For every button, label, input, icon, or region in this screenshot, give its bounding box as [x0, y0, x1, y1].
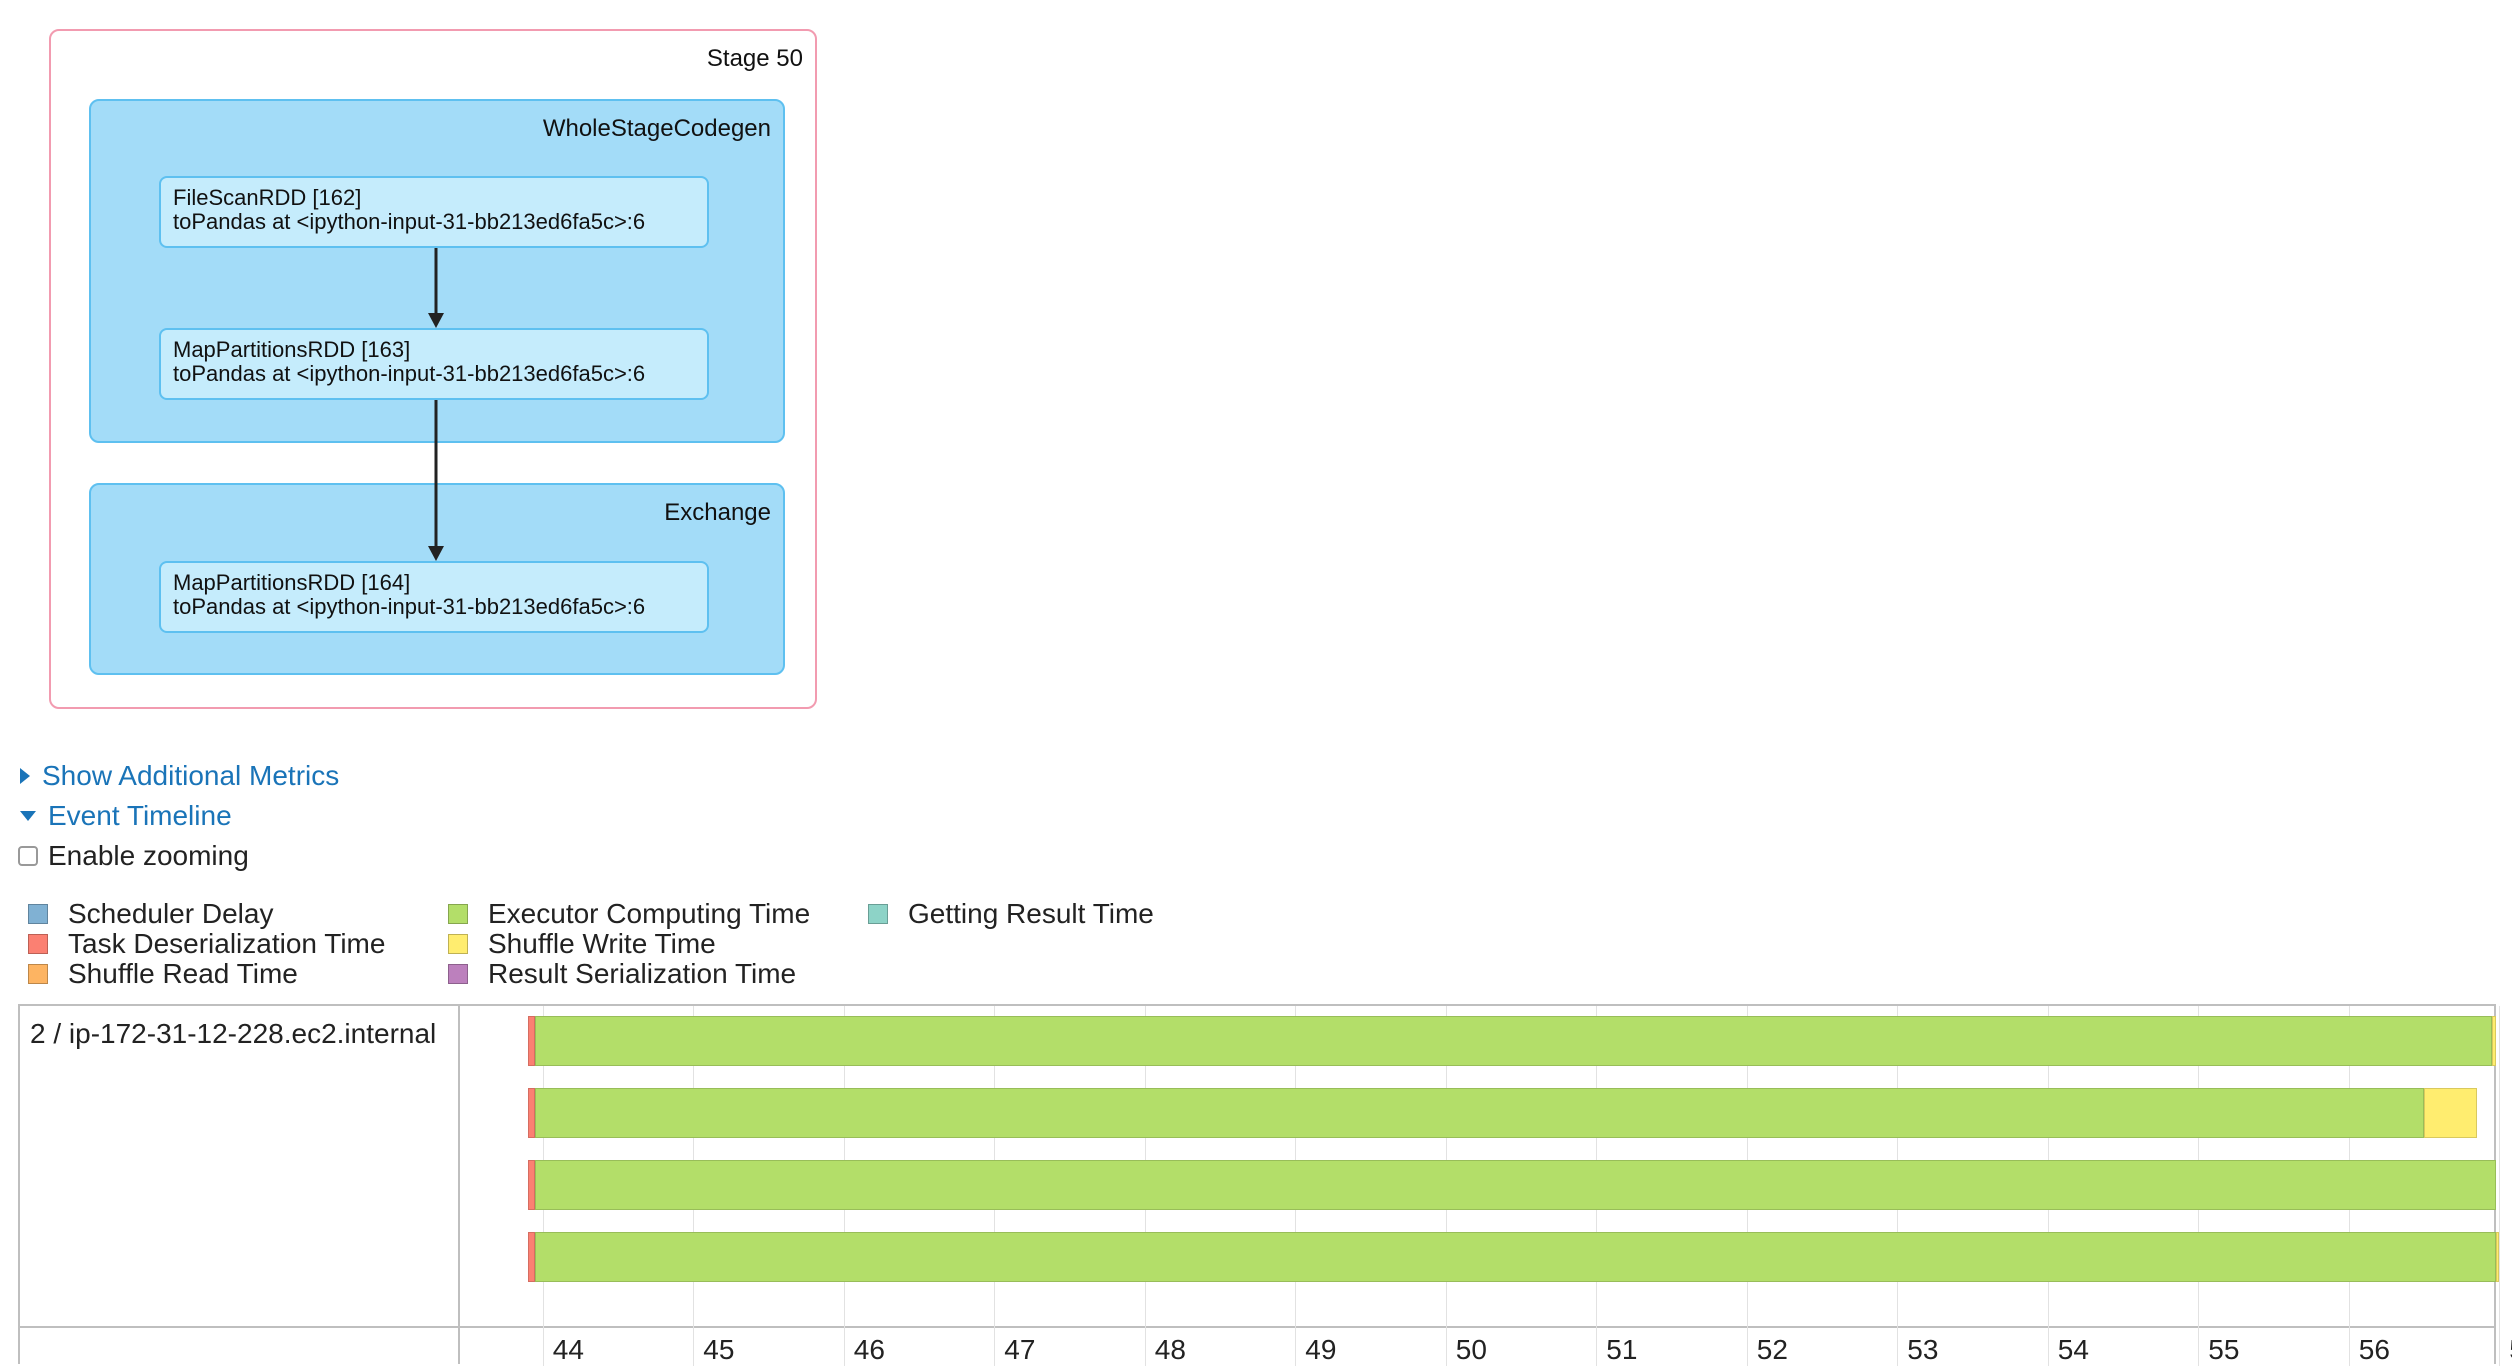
cluster-label: WholeStageCodegen [542, 115, 771, 142]
timeline-tick-label: 55 [2208, 1334, 2240, 1365]
timeline-tick-label: 57 [2509, 1334, 2512, 1366]
task-bar[interactable] [527, 1016, 2496, 1066]
show-additional-metrics-label: Show Additional Metrics [42, 760, 340, 791]
legend-swatch [448, 934, 468, 954]
legend-swatch [28, 904, 48, 924]
stage-label: Stage 50 [706, 45, 803, 72]
legend-swatch [448, 904, 468, 924]
timeline-tick-label: 54 [2057, 1334, 2089, 1365]
event-timeline[interactable]: 2 / ip-172-31-12-228.ec2.internal 44 45 46… [18, 1004, 2512, 1366]
legend-swatch [28, 934, 48, 954]
legend-label: Executor Computing Time [488, 898, 811, 929]
rdd-node-title: MapPartitionsRDD [164] [173, 570, 411, 595]
timeline-tick-label: 44 [552, 1334, 584, 1365]
enable-zooming-row: Enable zooming [18, 840, 249, 872]
timeline-tick-label: 46 [853, 1334, 885, 1365]
rdd-node-callsite: toPandas at <ipython-input-31-bb213ed6fa… [173, 209, 646, 234]
task-deserialization-segment [527, 1016, 536, 1066]
legend-label: Getting Result Time [908, 898, 1154, 929]
timeline-tick-label: 56 [2358, 1334, 2390, 1365]
task-bar[interactable] [527, 1232, 2500, 1282]
task-deserialization-segment [527, 1160, 536, 1210]
legend-label: Task Deserialization Time [68, 928, 386, 959]
executor-computing-segment [535, 1088, 2424, 1138]
legend-item-task-deserialization: Task Deserialization Time [28, 928, 385, 960]
legend-swatch [868, 904, 888, 924]
cluster-label: Exchange [664, 499, 771, 526]
task-deserialization-segment [527, 1088, 536, 1138]
enable-zooming-checkbox[interactable] [18, 846, 38, 866]
timeline-plot-area[interactable]: 44 45 46 47 48 49 50 51 52 53 54 55 56 57 [460, 1006, 2512, 1366]
rdd-node-162[interactable]: FileScanRDD [162] toPandas at <ipython-i… [159, 176, 709, 248]
timeline-tick-label: 50 [1455, 1334, 1487, 1365]
show-additional-metrics-toggle[interactable]: Show Additional Metrics [20, 760, 339, 792]
rdd-node-title: MapPartitionsRDD [163] [173, 337, 411, 362]
timeline-axis-line [20, 1326, 2494, 1328]
legend-label: Shuffle Write Time [488, 928, 716, 959]
executor-computing-segment [535, 1160, 2496, 1210]
legend-label: Scheduler Delay [68, 898, 274, 929]
legend-swatch [28, 964, 48, 984]
task-bar[interactable] [527, 1088, 2477, 1138]
executor-computing-segment [535, 1016, 2492, 1066]
event-timeline-label: Event Timeline [48, 800, 232, 831]
timeline-tick-label: 49 [1305, 1334, 1337, 1365]
timeline-tick-label: 52 [1756, 1334, 1788, 1365]
legend-item-executor-computing: Executor Computing Time [448, 898, 810, 930]
timeline-gridline [2499, 1006, 2501, 1366]
legend-item-shuffle-read: Shuffle Read Time [28, 958, 298, 990]
task-bar[interactable] [527, 1160, 2496, 1210]
task-deserialization-segment [527, 1232, 536, 1282]
executor-label: 2 / ip-172-31-12-228.ec2.internal [30, 1018, 437, 1049]
rdd-node-callsite: toPandas at <ipython-input-31-bb213ed6fa… [173, 361, 646, 386]
legend-item-getting-result: Getting Result Time [868, 898, 1154, 930]
timeline-tick-label: 51 [1606, 1334, 1638, 1365]
rdd-node-title: FileScanRDD [162] [173, 185, 362, 210]
rdd-node-163[interactable]: MapPartitionsRDD [163] toPandas at <ipyt… [159, 328, 709, 400]
legend-label: Shuffle Read Time [68, 958, 298, 989]
caret-right-icon [20, 768, 30, 784]
legend-item-scheduler-delay: Scheduler Delay [28, 898, 273, 930]
legend-swatch [448, 964, 468, 984]
legend-item-shuffle-write: Shuffle Write Time [448, 928, 716, 960]
timeline-label-column: 2 / ip-172-31-12-228.ec2.internal [20, 1006, 460, 1364]
shuffle-write-segment [2496, 1232, 2500, 1282]
executor-computing-segment [535, 1232, 2496, 1282]
enable-zooming-label: Enable zooming [48, 840, 249, 871]
legend-label: Result Serialization Time [488, 958, 797, 989]
shuffle-write-segment [2491, 1016, 2496, 1066]
rdd-node-callsite: toPandas at <ipython-input-31-bb213ed6fa… [173, 594, 646, 619]
shuffle-write-segment [2424, 1088, 2477, 1138]
event-timeline-toggle[interactable]: Event Timeline [20, 800, 232, 832]
timeline-tick-label: 48 [1154, 1334, 1186, 1365]
timeline-tick-label: 53 [1907, 1334, 1939, 1365]
legend-item-result-serialization: Result Serialization Time [448, 958, 796, 990]
rdd-node-164[interactable]: MapPartitionsRDD [164] toPandas at <ipyt… [159, 561, 709, 633]
caret-down-icon [20, 811, 36, 821]
timeline-tick-label: 47 [1004, 1334, 1036, 1365]
timeline-tick-label: 45 [703, 1334, 735, 1365]
stage-dag-box: Stage 50 WholeStageCodegen Exchange File… [49, 29, 817, 709]
